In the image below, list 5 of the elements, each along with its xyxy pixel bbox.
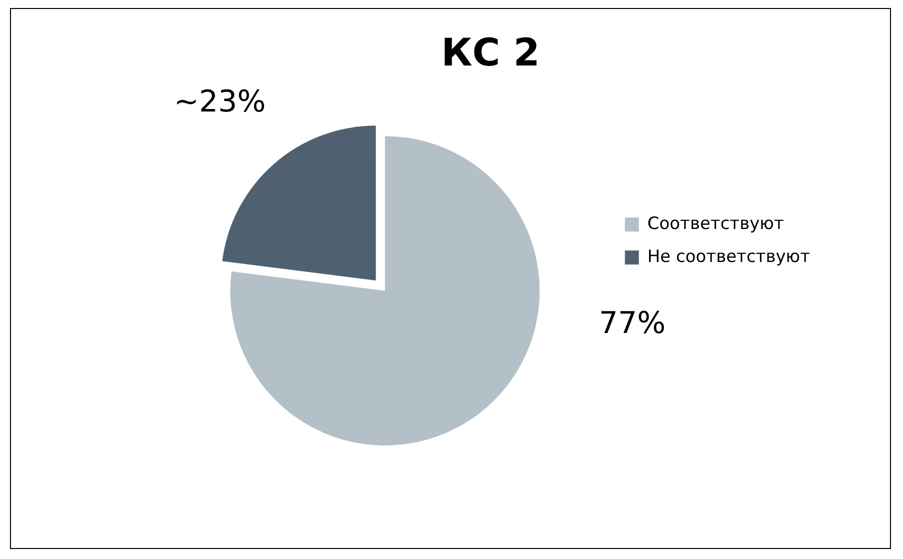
chart-title: КС 2 bbox=[441, 30, 540, 75]
legend-label: Не соответствуют bbox=[647, 246, 810, 267]
legend-label: Соответствуют bbox=[647, 214, 784, 234]
data-label: ~23% bbox=[174, 84, 266, 120]
data-label: 77% bbox=[598, 306, 666, 342]
